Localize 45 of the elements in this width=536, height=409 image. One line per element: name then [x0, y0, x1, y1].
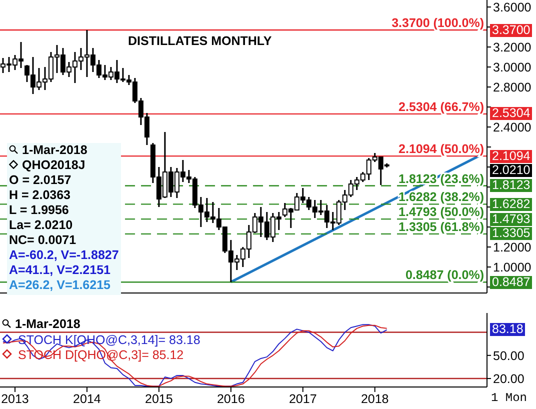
annotation: QHO2018J	[21, 158, 86, 173]
ref-line-label: 3.3700 (100.0%)	[392, 16, 484, 30]
ref-line-label: 1.4793 (50.0%)	[398, 205, 484, 220]
y-tick-label: 1.0000	[493, 260, 532, 274]
x-tick-label: 2017	[288, 392, 317, 406]
y-tick-label: 3.6000	[493, 0, 532, 14]
y-tick-label: 3.0000	[493, 60, 532, 74]
text: 1.6282	[490, 196, 532, 211]
annotation: 1-Mar-2018	[21, 143, 88, 158]
ref-line-label: 0.8487 (0.0%)	[405, 268, 484, 282]
annotation: 1-Mar-2018	[14, 317, 80, 333]
annotation: NC= 0.0071	[8, 233, 78, 248]
x-tick-label: 2018	[360, 392, 389, 406]
ref-line-label: 1.6282 (38.2%)	[398, 190, 484, 204]
annotation: A=-60.2, V=-1.8827	[8, 248, 120, 263]
text: 2.1094	[490, 148, 532, 163]
y-tick-label: 2.8000	[493, 80, 532, 94]
text: 0.8487	[490, 274, 532, 289]
y-tick-label: 2.4000	[493, 120, 532, 134]
text: 2.5304	[490, 106, 532, 120]
x-axis-title: 1 Mon	[491, 391, 528, 405]
ref-line-label: 2.5304 (66.7%)	[398, 100, 484, 114]
annotation: A=26.2, V=1.6215	[8, 278, 112, 293]
annotation: L = 1.9956	[8, 203, 70, 218]
x-tick-label: 2015	[145, 392, 173, 406]
y-tick-label: 20.00	[493, 372, 524, 386]
text: 1.3305	[490, 226, 532, 240]
text: 83.18	[490, 322, 526, 336]
y-tick-label: 1.2000	[493, 240, 532, 254]
x-tick-label: 2014	[73, 392, 101, 406]
text: 2.0210	[490, 162, 532, 177]
ref-line-label: 2.1094 (50.0%)	[398, 142, 484, 156]
text: 1.4793	[490, 212, 532, 226]
annotation: H = 2.0363	[8, 188, 72, 203]
annotation: A=41.1, V=2.2151	[8, 263, 112, 278]
x-tick-label: 2016	[217, 392, 245, 406]
annotation: O = 2.0157	[8, 173, 72, 188]
text: DISTILLATES MONTHLY	[128, 34, 272, 48]
y-tick-label: 3.2000	[493, 40, 532, 54]
annotation: La= 2.0210	[8, 218, 74, 233]
x-tick-label: 2013	[1, 392, 29, 406]
ref-line-label: 1.3305 (61.8%)	[398, 220, 484, 234]
y-tick-label: 50.00	[493, 348, 524, 363]
text: 3.3700	[490, 22, 532, 36]
text: 1.8123	[490, 178, 532, 192]
